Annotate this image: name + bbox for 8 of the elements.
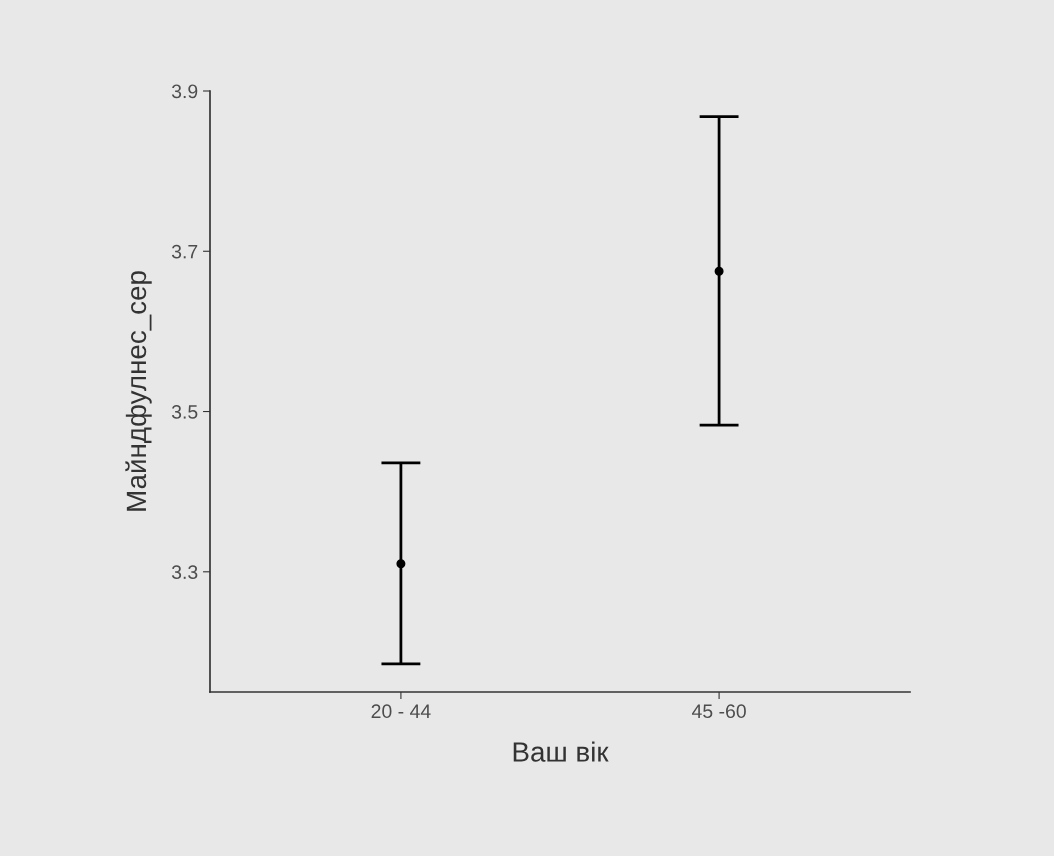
x-tick-label: 20 - 44: [371, 704, 431, 719]
x-tick-label: 45 -60: [691, 704, 746, 719]
y-tick-label: 3.3: [171, 565, 198, 580]
y-tick-label: 3.9: [171, 84, 198, 99]
y-tick-label: 3.5: [171, 405, 198, 419]
y-tick-label: 3.7: [171, 244, 198, 259]
x-axis-title: Ваш вік: [513, 741, 609, 762]
y-axis-title: Майндфулнес_сер: [125, 271, 152, 511]
